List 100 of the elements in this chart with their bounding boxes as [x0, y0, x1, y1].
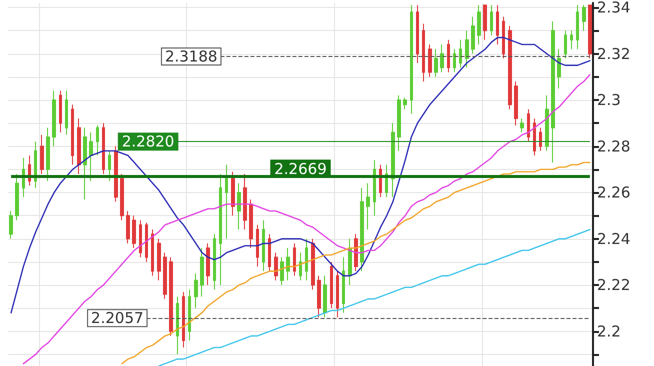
candlestick: [508, 26, 512, 110]
candlestick: [348, 238, 352, 286]
candlestick: [126, 210, 130, 244]
candlestick: [453, 48, 456, 73]
candlestick: [231, 171, 235, 216]
ref-line-label: 2.2669: [274, 160, 327, 178]
candlestick: [564, 30, 567, 59]
candlestick: [268, 234, 271, 272]
candlestick: [132, 215, 136, 249]
candlestick: [9, 210, 13, 240]
candlestick: [200, 248, 204, 298]
candlestick: [416, 4, 419, 64]
candlestick: [280, 256, 284, 286]
candlestick: [188, 289, 191, 342]
candlestick: [477, 4, 481, 46]
candlestick: [219, 174, 222, 286]
candlestick: [305, 238, 308, 281]
candlestick: [557, 48, 561, 89]
candlestick: [496, 4, 499, 46]
ref-line-label: 2.3188: [164, 48, 218, 66]
line-series: [158, 228, 591, 366]
candlestick: [330, 261, 333, 309]
candlestick: [225, 164, 228, 240]
candlestick: [588, 4, 592, 59]
candlestick: [539, 127, 542, 152]
candlestick: [145, 222, 148, 262]
candlestick: [52, 90, 56, 147]
candlestick: [176, 296, 179, 355]
y-tick-label: 2.22: [597, 276, 630, 294]
y-tick-label: 2.28: [597, 137, 630, 156]
y-tick-label: 2.3: [597, 91, 621, 110]
candlestick: [83, 127, 87, 200]
candlestick: [256, 224, 259, 268]
ref-line-label: 2.2820: [122, 132, 174, 151]
candlestick: [163, 252, 167, 300]
y-tick-label: 2.32: [597, 44, 630, 63]
candlestick: [391, 122, 395, 198]
candlestick: [286, 248, 290, 281]
candlestick: [120, 174, 124, 221]
candlestick: [182, 291, 185, 348]
y-tick-label: 2.24: [597, 230, 630, 248]
candlestick: [354, 234, 358, 272]
line-series: [22, 74, 591, 364]
candlestick: [410, 4, 413, 114]
candlestick: [459, 39, 462, 68]
candlestick: [114, 146, 118, 202]
y-tick-label: 2.26: [597, 184, 630, 202]
candlestick: [59, 90, 62, 133]
candlestick: [108, 150, 111, 182]
candlestick: [514, 81, 518, 126]
candlestick: [89, 132, 93, 182]
candlestick: [311, 238, 315, 290]
candlestick: [527, 108, 530, 142]
candlestick: [213, 234, 216, 290]
candlestick: [403, 97, 407, 110]
candlestick: [520, 118, 524, 133]
candlestick: [102, 122, 105, 175]
candlestick: [366, 182, 370, 230]
candlestick: [360, 187, 364, 272]
candlestick: [570, 30, 573, 50]
candlestick: [434, 48, 438, 78]
candlestick: [274, 252, 278, 281]
candlestick: [194, 272, 198, 309]
candlestick: [237, 182, 241, 230]
candlestick: [34, 141, 37, 188]
candlestick: [15, 174, 19, 221]
line-series: [10, 36, 591, 314]
candlestick: [545, 94, 549, 152]
candlestick: [323, 275, 327, 318]
candlestick: [582, 4, 586, 32]
candlestick: [299, 252, 302, 281]
candlestick: [157, 238, 161, 281]
candlestick: [440, 44, 444, 73]
candlestick: [206, 242, 210, 286]
candlestick: [465, 30, 469, 68]
candlestick: [139, 220, 142, 258]
candlestick: [317, 275, 321, 318]
candlestick: [551, 20, 555, 163]
candlestick: [336, 270, 339, 318]
candlestick: [243, 174, 247, 230]
candlestick: [96, 124, 99, 156]
candlestick: [428, 44, 432, 78]
candlestick: [262, 220, 265, 272]
candlestick: [71, 104, 74, 166]
y-tick-label: 2.34: [597, 0, 630, 16]
candlestick: [447, 39, 450, 73]
candlestick: [169, 256, 173, 336]
ref-line-label: 2.2057: [91, 309, 144, 328]
candlestick: [533, 118, 536, 156]
candlestick: [576, 4, 579, 50]
y-tick-label: 2.2: [597, 322, 621, 340]
candlestick: [77, 118, 81, 175]
candlestick: [342, 256, 345, 314]
candlestick: [422, 23, 425, 82]
candlestick: [490, 4, 493, 36]
candlestick: [46, 127, 50, 182]
candlestick: [249, 198, 253, 249]
candlestick: [471, 16, 475, 54]
candlestick: [483, 4, 487, 40]
candlestick: [65, 90, 68, 136]
